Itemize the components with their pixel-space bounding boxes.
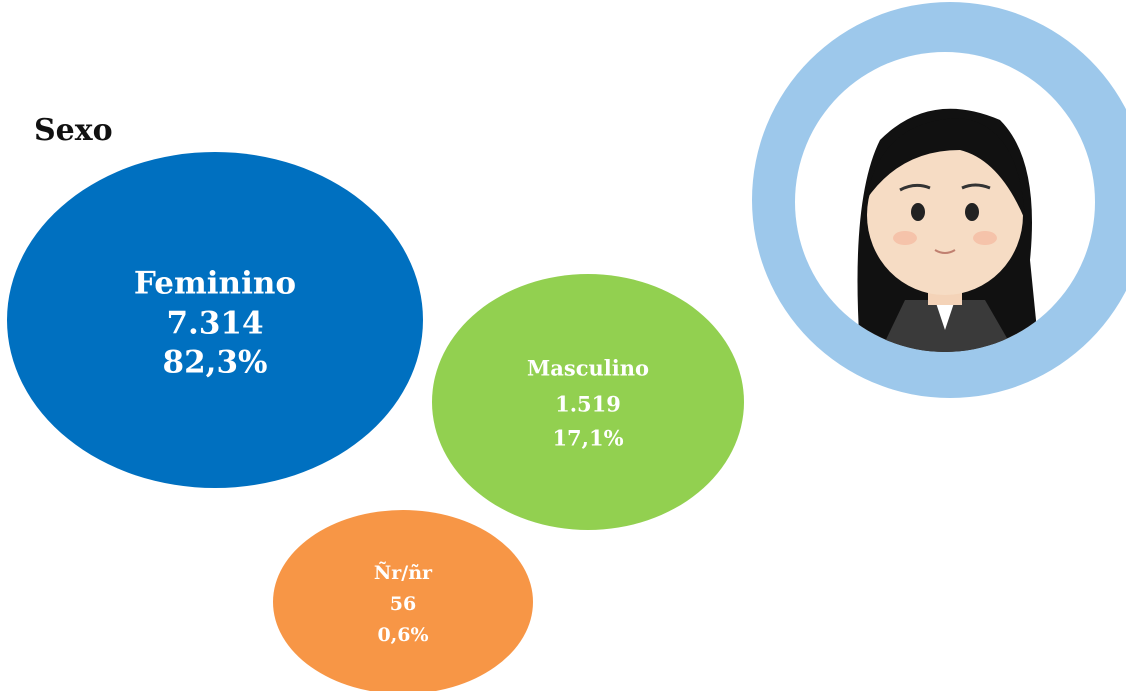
bubble-count: 1.519 bbox=[555, 392, 621, 417]
bubble-label: Ñr/ñr bbox=[374, 561, 433, 584]
avatar bbox=[752, 2, 1126, 398]
title: Sexo bbox=[34, 113, 113, 148]
bubble-label: Feminino bbox=[134, 266, 296, 302]
bubble-shape bbox=[432, 274, 744, 530]
bubble-percent: 17,1% bbox=[552, 426, 623, 451]
bubble-percent: 82,3% bbox=[163, 345, 268, 381]
bubble: Ñr/ñr 56 0,6% bbox=[273, 510, 533, 691]
bubble-shape bbox=[7, 152, 423, 488]
bubble-count: 7.314 bbox=[166, 306, 263, 342]
bubble-percent: 0,6% bbox=[377, 624, 428, 646]
bubble-label: Masculino bbox=[527, 356, 649, 381]
bubble-count: 56 bbox=[390, 593, 416, 615]
bubble-shape bbox=[273, 510, 533, 691]
bubble: Masculino 1.519 17,1% bbox=[432, 274, 744, 530]
